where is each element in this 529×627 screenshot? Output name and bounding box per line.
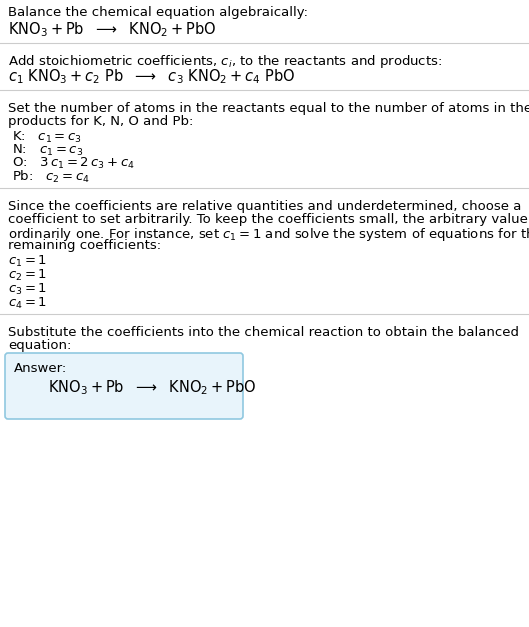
Text: $c_2 = 1$: $c_2 = 1$ bbox=[8, 268, 47, 283]
Text: Since the coefficients are relative quantities and underdetermined, choose a: Since the coefficients are relative quan… bbox=[8, 200, 522, 213]
Text: Pb:   $c_2 = c_4$: Pb: $c_2 = c_4$ bbox=[12, 169, 90, 185]
Text: coefficient to set arbitrarily. To keep the coefficients small, the arbitrary va: coefficient to set arbitrarily. To keep … bbox=[8, 213, 529, 226]
Text: $c_3 = 1$: $c_3 = 1$ bbox=[8, 282, 47, 297]
Text: equation:: equation: bbox=[8, 339, 71, 352]
Text: K:   $c_1 = c_3$: K: $c_1 = c_3$ bbox=[12, 130, 82, 145]
Text: Answer:: Answer: bbox=[14, 362, 67, 375]
Text: N:   $c_1 = c_3$: N: $c_1 = c_3$ bbox=[12, 143, 83, 158]
Text: $c_4 = 1$: $c_4 = 1$ bbox=[8, 296, 47, 311]
Text: Balance the chemical equation algebraically:: Balance the chemical equation algebraica… bbox=[8, 6, 308, 19]
Text: $\mathregular{KNO_3 + Pb}$  $\longrightarrow$  $\mathregular{KNO_2 + PbO}$: $\mathregular{KNO_3 + Pb}$ $\longrightar… bbox=[8, 20, 216, 39]
Text: $c_1 = 1$: $c_1 = 1$ bbox=[8, 254, 47, 269]
Text: Set the number of atoms in the reactants equal to the number of atoms in the: Set the number of atoms in the reactants… bbox=[8, 102, 529, 115]
Text: products for K, N, O and Pb:: products for K, N, O and Pb: bbox=[8, 115, 194, 128]
Text: O:   $3\,c_1 = 2\,c_3 + c_4$: O: $3\,c_1 = 2\,c_3 + c_4$ bbox=[12, 156, 135, 171]
Text: ordinarily one. For instance, set $c_1 = 1$ and solve the system of equations fo: ordinarily one. For instance, set $c_1 =… bbox=[8, 226, 529, 243]
Text: $\mathregular{KNO_3 + Pb}$  $\longrightarrow$  $\mathregular{KNO_2 + PbO}$: $\mathregular{KNO_3 + Pb}$ $\longrightar… bbox=[48, 378, 257, 397]
Text: $c_1\ \mathregular{KNO_3} + c_2\ \mathregular{Pb}$  $\longrightarrow$  $c_3\ \ma: $c_1\ \mathregular{KNO_3} + c_2\ \mathre… bbox=[8, 67, 296, 86]
Text: remaining coefficients:: remaining coefficients: bbox=[8, 239, 161, 252]
Text: Add stoichiometric coefficients, $c_i$, to the reactants and products:: Add stoichiometric coefficients, $c_i$, … bbox=[8, 53, 442, 70]
FancyBboxPatch shape bbox=[5, 353, 243, 419]
Text: Substitute the coefficients into the chemical reaction to obtain the balanced: Substitute the coefficients into the che… bbox=[8, 326, 519, 339]
